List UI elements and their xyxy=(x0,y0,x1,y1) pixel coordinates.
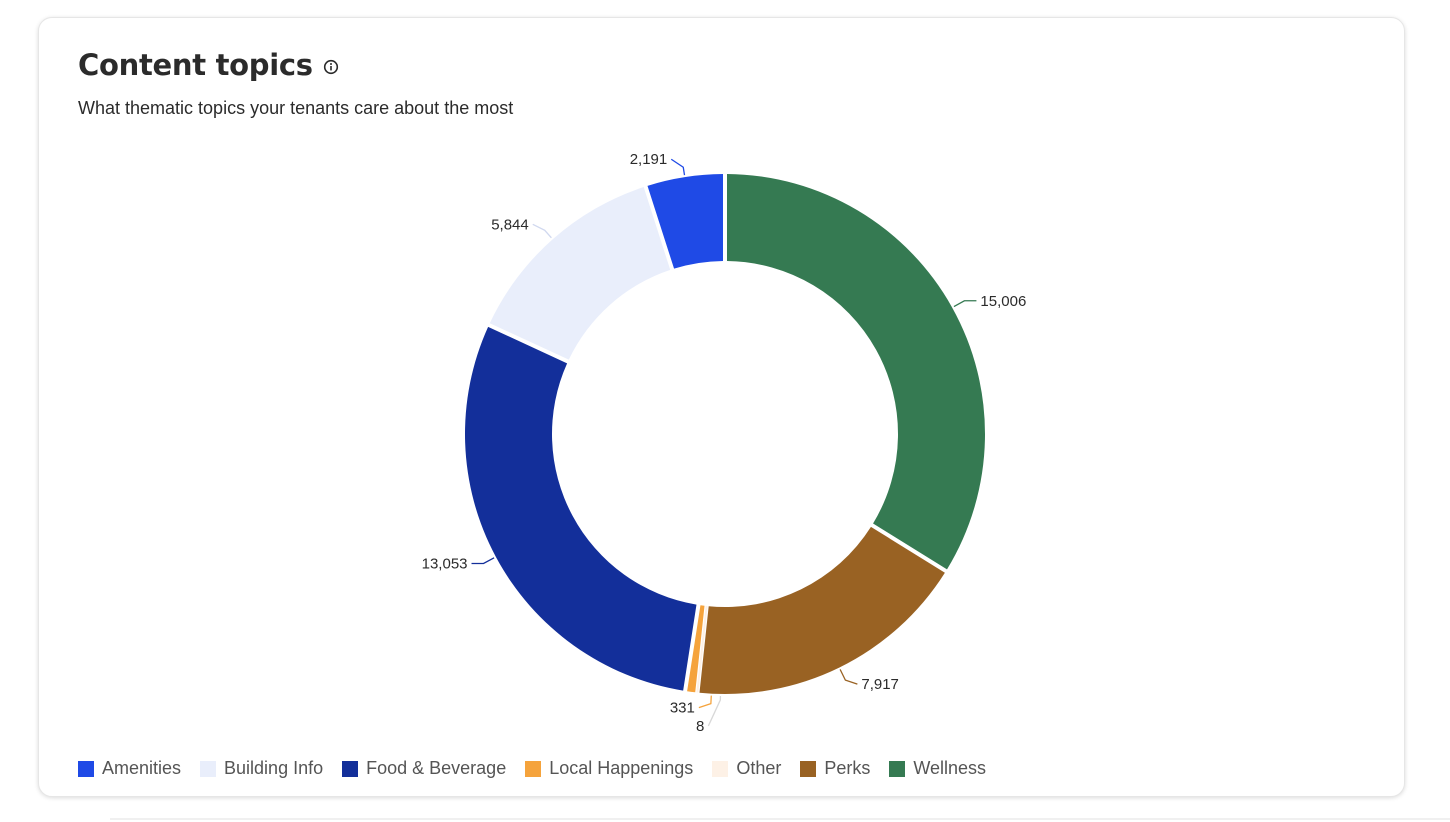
slice-local-happenings[interactable] xyxy=(687,605,705,693)
legend-label: Wellness xyxy=(913,758,987,778)
title-row: Content topics xyxy=(78,48,339,82)
data-label-building-info: 5,844 xyxy=(491,216,529,233)
legend-item-other[interactable]: Other xyxy=(712,758,781,779)
leader-line-local-happenings xyxy=(698,695,712,709)
legend-swatch xyxy=(78,760,94,777)
card-subtitle: What thematic topics your tenants care a… xyxy=(78,98,514,118)
legend-item-building-info[interactable]: Building Info xyxy=(200,758,323,779)
legend-label: Building Info xyxy=(224,758,324,778)
legend-swatch xyxy=(889,760,906,777)
slice-building-info[interactable] xyxy=(489,187,671,360)
slice-perks[interactable] xyxy=(699,526,945,694)
legend-label: Local Happenings xyxy=(549,758,694,778)
slice-wellness[interactable] xyxy=(726,174,986,570)
legend-swatch xyxy=(342,760,359,777)
data-label-local-happenings: 331 xyxy=(670,700,695,717)
legend-label: Perks xyxy=(824,758,871,778)
legend-swatch xyxy=(200,760,217,777)
card-title: Content topics xyxy=(78,48,313,82)
leader-line-other xyxy=(707,695,722,727)
legend-swatch xyxy=(525,760,542,777)
legend-item-food-and-beverage[interactable]: Food & Beverage xyxy=(342,758,506,779)
legend-label: Other xyxy=(736,758,782,778)
leader-line-building-info xyxy=(532,223,552,239)
legend-swatch xyxy=(800,760,817,777)
bottom-divider xyxy=(110,818,1450,820)
legend-label: Amenities xyxy=(102,758,182,778)
legend-item-local-happenings[interactable]: Local Happenings xyxy=(525,758,693,779)
leader-line-perks xyxy=(839,669,858,685)
info-circle-icon[interactable] xyxy=(323,59,339,75)
legend-label: Food & Beverage xyxy=(366,758,507,778)
chart-legend: Amenities Building Info Food & Beverage Loc… xyxy=(78,758,1005,779)
data-label-perks: 7,917 xyxy=(861,676,899,693)
data-label-wellness: 15,006 xyxy=(980,293,1026,310)
slice-food-and-beverage[interactable] xyxy=(464,326,697,691)
leader-line-food-and-beverage xyxy=(471,557,495,565)
leader-line-amenities xyxy=(670,158,686,176)
legend-item-wellness[interactable]: Wellness xyxy=(889,758,986,779)
leader-line-wellness xyxy=(953,300,977,308)
data-label-food-and-beverage: 13,053 xyxy=(422,555,468,572)
data-label-amenities: 2,191 xyxy=(630,151,668,168)
legend-swatch xyxy=(712,760,729,777)
slice-amenities[interactable] xyxy=(647,174,724,269)
legend-item-perks[interactable]: Perks xyxy=(800,758,870,779)
legend-item-amenities[interactable]: Amenities xyxy=(78,758,181,779)
data-label-other: 8 xyxy=(696,718,704,735)
